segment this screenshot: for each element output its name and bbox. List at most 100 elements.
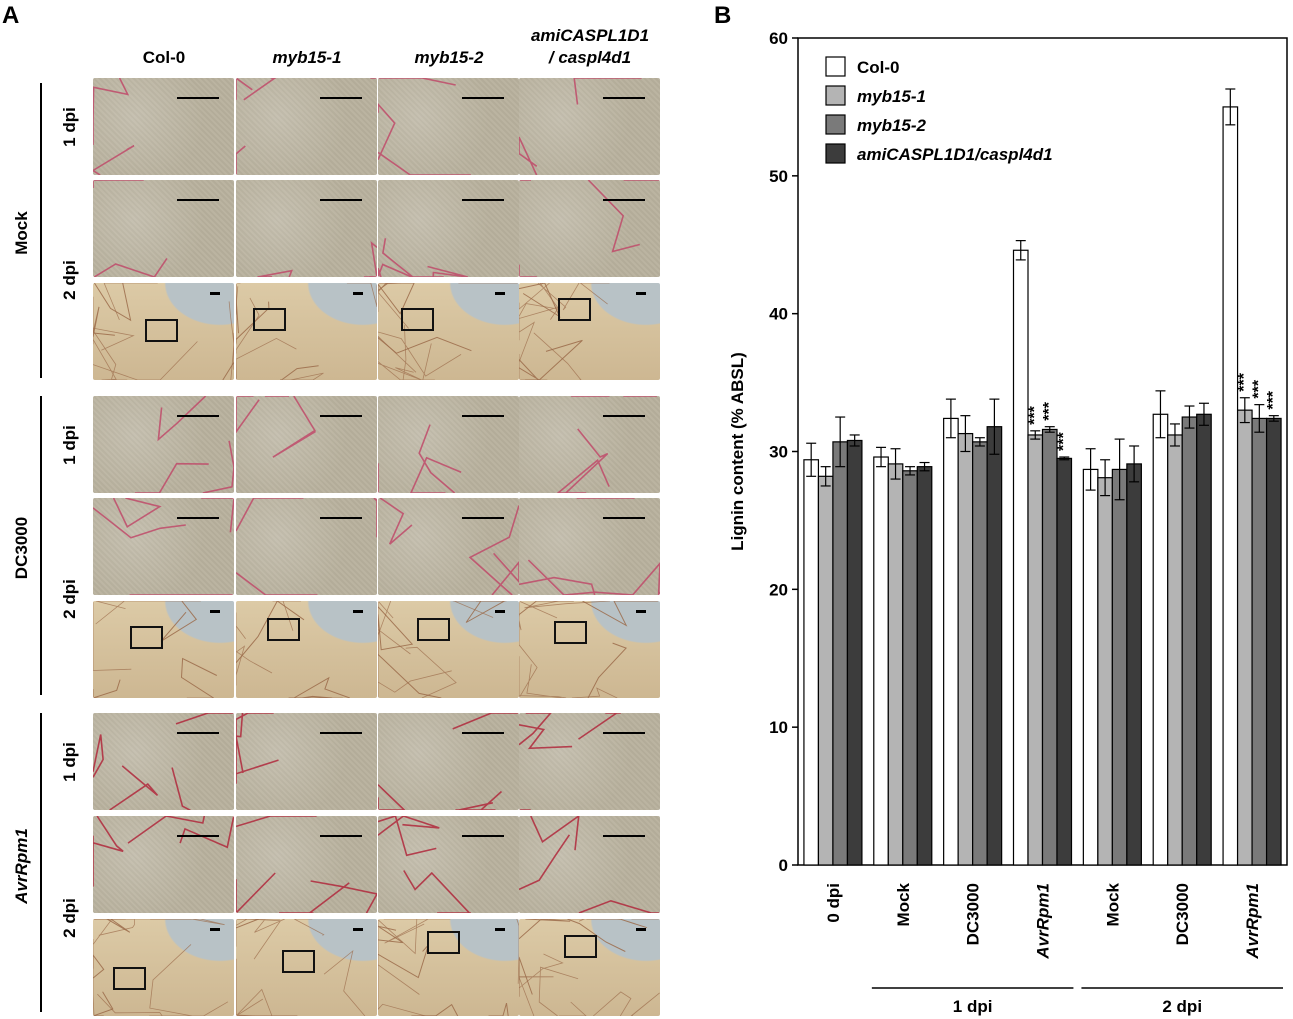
leaf-zoom-image (93, 498, 234, 595)
leaf-zoom-image (236, 78, 377, 175)
scale-bar (603, 199, 645, 201)
leaf-zoom-image (519, 498, 660, 595)
leaf-overview-image (236, 919, 377, 1016)
vein-path (236, 498, 377, 595)
vein-pattern (236, 601, 350, 698)
vein-pattern (236, 713, 279, 784)
column-header: myb15-1 (236, 47, 378, 69)
leaf-zoom-image (519, 816, 660, 913)
vein-pattern (519, 498, 660, 595)
scale-bar (462, 97, 504, 99)
legend-entry: myb15-1 (857, 87, 926, 106)
vein-pattern (93, 498, 234, 595)
vein-pattern (519, 78, 642, 175)
significance-mark: *** (1265, 390, 1282, 409)
vein-path (236, 816, 377, 913)
bar (803, 459, 820, 866)
scale-bar (353, 928, 363, 931)
vein-path (93, 498, 234, 595)
leaf-overview-image (378, 283, 519, 380)
zoom-region-box (564, 935, 597, 958)
leaf-zoom-image (378, 396, 519, 493)
leaf-overview-image (378, 919, 519, 1016)
leaf-zoom-image (93, 713, 234, 810)
zoom-region-box (113, 967, 146, 990)
leaf-zoom-image (378, 498, 519, 595)
scale-bar (320, 199, 362, 201)
vein-path (519, 78, 642, 175)
vein-path (236, 396, 317, 458)
legend-swatch (825, 143, 846, 164)
x-category-label: Mock (1103, 882, 1122, 926)
legend-entry: amiCASPL1D1/caspl4d1 (857, 145, 1053, 164)
vein-pattern (378, 919, 519, 1016)
column-header-line: amiCASPL1D1 (530, 26, 650, 45)
zoom-region-box (253, 308, 286, 331)
bar (902, 470, 918, 866)
vein-path (93, 601, 214, 698)
scale-bar (320, 732, 362, 734)
leaf-zoom-image (93, 396, 234, 493)
vein-pattern (556, 396, 657, 493)
scale-bar (462, 732, 504, 734)
vein-path (519, 601, 658, 698)
bar (1082, 468, 1099, 866)
bar (1265, 417, 1282, 866)
leaf-overview-image (519, 919, 660, 1016)
column-header-line: Col-0 (142, 48, 186, 67)
vein-path (519, 919, 660, 1016)
vein-path (93, 180, 168, 277)
bar (1056, 457, 1073, 866)
vein-path (519, 601, 618, 698)
treatment-bracket (40, 83, 42, 378)
vein-path (378, 816, 471, 913)
bar (1012, 249, 1029, 866)
leaf-zoom-image (519, 78, 660, 175)
bar (1196, 413, 1212, 866)
vein-path (378, 238, 469, 277)
legend-swatch (825, 56, 846, 77)
leaf-overview-image (519, 283, 660, 380)
vein-path (378, 424, 462, 493)
vein-path (93, 283, 234, 380)
leaf-zoom-image (236, 180, 377, 277)
scale-bar (210, 610, 220, 613)
scale-bar (495, 928, 505, 931)
bar (1097, 477, 1113, 866)
vein-pattern (519, 816, 660, 913)
leaf-zoom-image (93, 816, 234, 913)
bar (1167, 434, 1183, 866)
vein-path (519, 498, 660, 595)
legend-entry: Col-0 (857, 58, 900, 77)
scale-bar (177, 199, 219, 201)
x-category-label: Mock (894, 882, 913, 926)
bar (832, 441, 849, 866)
vein-pattern (519, 713, 621, 810)
scale-bar (177, 732, 219, 734)
scale-bar (636, 292, 646, 295)
vein-pattern (519, 919, 660, 1016)
bar (943, 417, 959, 866)
scale-bar (320, 97, 362, 99)
leaf-zoom-image (236, 713, 377, 810)
vein-pattern (93, 601, 218, 698)
leaf-overview-image (93, 919, 234, 1016)
leaf-zoom-image (93, 78, 234, 175)
vein-path (519, 816, 660, 913)
vein-path (93, 919, 192, 1016)
bar (1111, 468, 1128, 866)
leaf-overview-image (378, 601, 519, 698)
vein-path (93, 283, 234, 380)
vein-path (519, 283, 610, 380)
bar (957, 432, 974, 866)
zoom-region-box (401, 308, 434, 331)
vein-pattern (378, 78, 471, 175)
bar (1027, 434, 1044, 866)
leaf-zoom-image (378, 713, 519, 810)
y-axis-label: Lignin content (% ABSL) (728, 352, 747, 551)
zoom-region-box (145, 319, 178, 342)
vein-path (134, 396, 234, 493)
scale-bar (177, 415, 219, 417)
panel-a-letter: A (2, 2, 20, 29)
vein-pattern (378, 713, 519, 810)
